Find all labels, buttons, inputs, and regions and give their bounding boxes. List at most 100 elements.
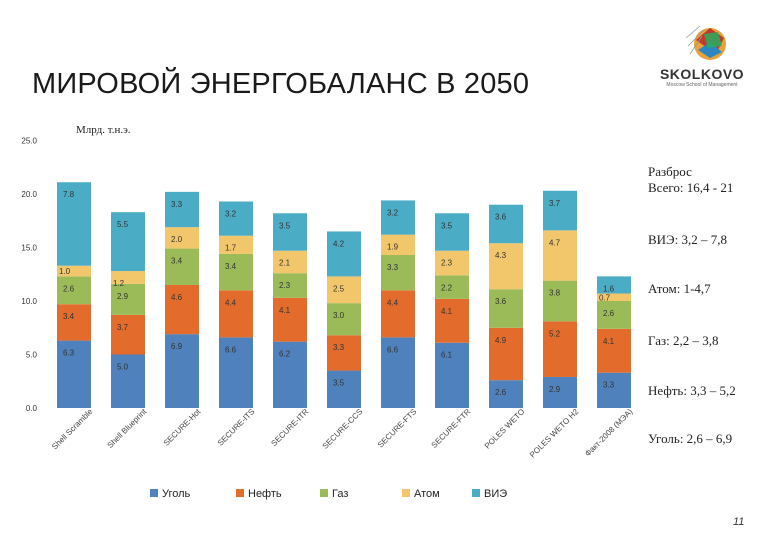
bar-segment-coal bbox=[57, 340, 91, 408]
data-label-oil: 4.1 bbox=[279, 306, 291, 315]
data-label-atom: 1.9 bbox=[387, 243, 399, 252]
note-range-title: Разброс bbox=[648, 164, 692, 179]
data-label-coal: 5.0 bbox=[117, 363, 129, 372]
note-coal: Уголь: 2,6 – 6,9 bbox=[648, 431, 733, 446]
legend-swatch bbox=[320, 489, 328, 497]
data-label-coal: 6.3 bbox=[63, 349, 75, 358]
note-oil: Нефть: 3,3 – 5,2 bbox=[648, 383, 736, 398]
x-tick-label: SECURE-FTS bbox=[376, 407, 419, 450]
data-label-atom: 4.3 bbox=[495, 251, 507, 260]
bar-segment-gas bbox=[489, 289, 523, 328]
data-label-oil: 3.7 bbox=[117, 323, 129, 332]
x-tick-label: Shell Scramble bbox=[50, 407, 95, 452]
y-tick-label: 10.0 bbox=[21, 297, 37, 306]
data-label-oil: 4.4 bbox=[387, 298, 399, 307]
bar-segment-atom bbox=[597, 293, 631, 301]
x-tick-label: SECURE-FTR bbox=[430, 407, 473, 450]
data-label-oil: 4.9 bbox=[495, 336, 507, 345]
bar-segment-coal bbox=[327, 370, 361, 408]
data-label-res: 4.2 bbox=[333, 239, 345, 248]
bar-segment-gas bbox=[327, 303, 361, 336]
logo-emblem-icon bbox=[685, 25, 726, 60]
data-label-gas: 3.4 bbox=[225, 262, 237, 271]
data-label-oil: 3.3 bbox=[333, 343, 345, 352]
bar-segment-oil bbox=[273, 297, 307, 342]
data-label-res: 3.2 bbox=[225, 209, 237, 218]
bar-segment-res bbox=[489, 204, 523, 244]
data-label-gas: 3.0 bbox=[333, 311, 345, 320]
data-label-gas: 2.6 bbox=[63, 284, 75, 293]
slide-title: МИРОВОЙ ЭНЕРГОБАЛАНС В 2050 bbox=[32, 68, 530, 100]
bar-segment-gas bbox=[165, 248, 199, 285]
x-tick-label: POLES WETO H2 bbox=[528, 407, 581, 460]
x-tick-label: SECURE-Hot bbox=[162, 407, 203, 448]
bar-segment-coal bbox=[165, 334, 199, 408]
energy-balance-chart: 0.0 5.0 10.0 15.0 20.0 25.0 6.3 3.4 2.6 1.0 7.8 She… bbox=[21, 137, 634, 460]
data-label-gas: 2.6 bbox=[603, 309, 615, 318]
data-label-coal: 3.3 bbox=[603, 381, 615, 390]
data-label-gas: 2.9 bbox=[117, 292, 129, 301]
bar-segment-res bbox=[111, 212, 145, 272]
data-label-coal: 2.9 bbox=[549, 385, 561, 394]
x-tick-label: SECURE-CCS bbox=[321, 407, 365, 451]
bar-segment-res bbox=[597, 276, 631, 294]
legend-item-oil: Нефть bbox=[236, 488, 282, 500]
bar-segment-coal bbox=[381, 337, 415, 408]
bar-segment-coal bbox=[219, 337, 253, 408]
bar-segment-coal bbox=[435, 342, 469, 408]
bar-segment-gas bbox=[597, 301, 631, 329]
data-label-gas: 3.6 bbox=[495, 297, 507, 306]
legend-swatch bbox=[236, 489, 244, 497]
data-label-res: 3.7 bbox=[549, 199, 561, 208]
note-atom: Атом: 1-4,7 bbox=[648, 281, 711, 296]
bar-segment-res bbox=[219, 201, 253, 236]
data-label-coal: 6.2 bbox=[279, 350, 291, 359]
bar-segment-res bbox=[381, 200, 415, 235]
legend-swatch bbox=[472, 489, 480, 497]
data-label-atom: 2.1 bbox=[279, 259, 291, 268]
x-tick-label: SECURE-ITR bbox=[269, 407, 310, 448]
legend-label: Нефть bbox=[248, 488, 282, 500]
bar-segment-gas bbox=[435, 275, 469, 299]
bar-segment-atom bbox=[543, 230, 577, 281]
data-label-atom: 1.0 bbox=[59, 267, 71, 276]
y-tick-label: 20.0 bbox=[21, 190, 37, 199]
note-total: Всего: 16,4 - 21 bbox=[648, 180, 734, 195]
data-label-coal: 6.6 bbox=[225, 345, 237, 354]
legend-item-res: ВИЭ bbox=[472, 488, 507, 500]
bar-segment-atom bbox=[219, 235, 253, 254]
bar-segment-coal bbox=[111, 354, 145, 408]
bar-segment-res bbox=[435, 213, 469, 251]
bar-segment-oil bbox=[489, 327, 523, 381]
data-label-res: 1.6 bbox=[603, 284, 615, 293]
data-label-gas: 2.3 bbox=[279, 281, 291, 290]
x-tick-label: SECURE-ITS bbox=[216, 407, 257, 448]
data-label-res: 3.2 bbox=[387, 208, 399, 217]
bar-segment-gas bbox=[273, 273, 307, 298]
bar-segment-res bbox=[165, 191, 199, 228]
bar-segment-res bbox=[57, 182, 91, 266]
bar-segment-res bbox=[543, 190, 577, 231]
skolkovo-logo: SKOLKOVO Moscow School of Management bbox=[652, 24, 752, 94]
bar-segment-oil bbox=[597, 328, 631, 373]
legend-label: ВИЭ bbox=[484, 488, 508, 500]
bar-segment-gas bbox=[543, 280, 577, 322]
data-label-oil: 4.6 bbox=[171, 293, 183, 302]
bar-segment-atom bbox=[381, 234, 415, 255]
bar-segment-coal bbox=[543, 376, 577, 408]
y-tick-label: 25.0 bbox=[21, 137, 37, 146]
data-label-res: 3.5 bbox=[441, 221, 453, 230]
bar-segment-gas bbox=[57, 276, 91, 305]
bar-segment-oil bbox=[165, 284, 199, 335]
bar-segment-gas bbox=[219, 253, 253, 291]
bar-segment-atom bbox=[57, 265, 91, 277]
data-label-coal: 6.9 bbox=[171, 342, 183, 351]
data-label-gas: 3.4 bbox=[171, 257, 183, 266]
legend-label: Атом bbox=[414, 488, 440, 500]
data-label-oil: 4.1 bbox=[603, 337, 615, 346]
bar-segment-res bbox=[327, 231, 361, 277]
data-label-atom: 2.0 bbox=[171, 235, 183, 244]
note-gas: Газ: 2,2 – 3,8 bbox=[648, 333, 719, 348]
y-tick-label: 0.0 bbox=[26, 404, 38, 413]
y-tick-label: 5.0 bbox=[26, 351, 38, 360]
